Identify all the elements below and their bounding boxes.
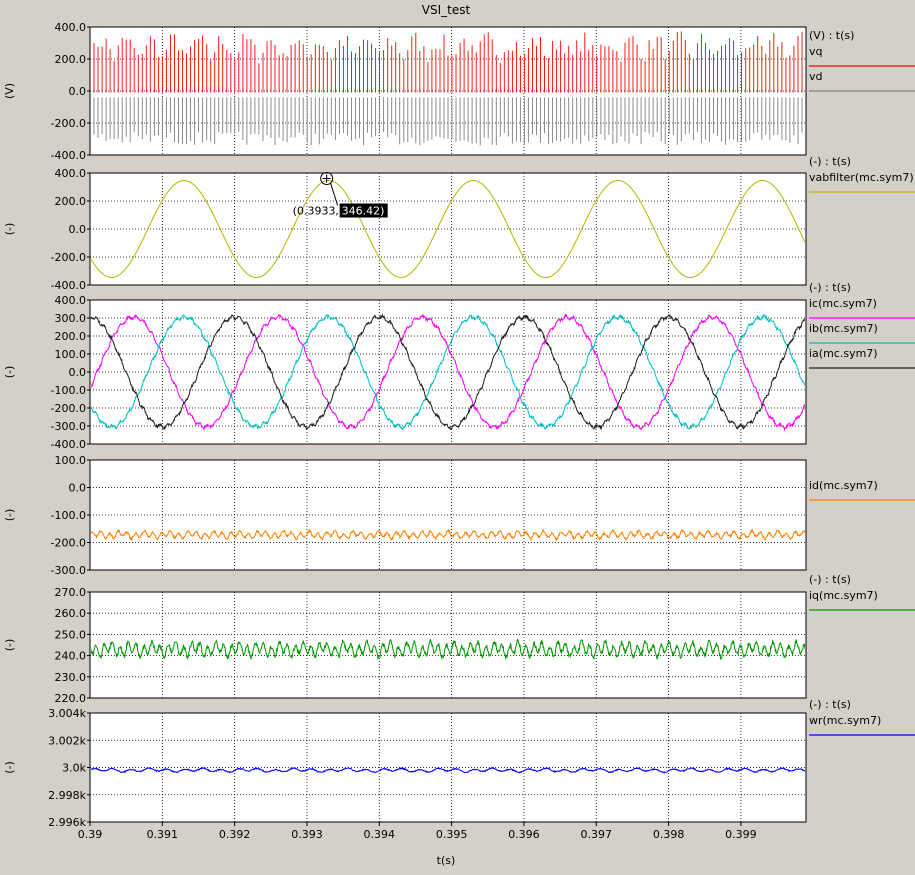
y-tick-label: 0.0: [69, 85, 87, 98]
y-tick-label: 260.0: [55, 607, 87, 620]
chart-panel-1: 400.0 200.0 0.0 -200.0 -400.0 (V) (V) : t(s) vq…: [3, 21, 915, 162]
y-tick-label: 200.0: [55, 53, 87, 66]
chart-panel-2: 400.0 200.0 0.0 -200.0 -400.0 (-) (-) : t(s) va…: [3, 155, 915, 292]
y-tick-label: -200.0: [51, 402, 86, 415]
series-line-iq(mc.sym7): [91, 638, 805, 661]
chart-panel-4: 100.0 0.0 -100.0 -200.0 -300.0 (-) id(mc.sym7): [3, 454, 915, 577]
legend-header: (-) : t(s): [809, 698, 851, 711]
series-line-wr(mc.sym7): [91, 766, 805, 774]
y-tick-label: 230.0: [55, 671, 87, 684]
y-tick-label: 0.0: [69, 482, 87, 495]
chart-panel-5: 270.0 260.0 250.0 240.0 230.0 220.0 (-) (-) : t…: [3, 573, 915, 705]
legend-entry-wr(mc.sym7): wr(mc.sym7): [809, 714, 881, 727]
series-group: [91, 528, 805, 542]
series-group: [91, 180, 805, 278]
chart-panel-6: 3.004k 3.002k 3.0k 2.998k 2.996k (-) (-) : t(s…: [3, 698, 915, 829]
y-tick-label: 0.0: [69, 366, 87, 379]
y-tick-label: -200.0: [51, 251, 86, 264]
y-tick-label: 3.002k: [48, 734, 86, 747]
y-tick-label: -400.0: [51, 438, 86, 451]
legend-header: (V) : t(s): [809, 29, 854, 42]
y-tick-label: 300.0: [55, 312, 87, 325]
chart-panel-3: 400.0 300.0 200.0 100.0 0.0 -100.0 -200.0 -300.…: [3, 281, 915, 451]
y-axis-label: (V): [3, 83, 16, 99]
data-cursor-annotation: (0.3933, 346.42): [293, 172, 388, 218]
series-group: [91, 766, 805, 774]
y-tick-label: -300.0: [51, 420, 86, 433]
x-axis-label: t(s): [437, 854, 456, 867]
legend-entry-ib(mc.sym7): ib(mc.sym7): [809, 322, 878, 335]
y-axis-label: (-): [3, 639, 16, 652]
x-tick-label: 0.39: [78, 828, 103, 841]
cursor-marker: [320, 172, 334, 186]
series-group: [91, 638, 805, 661]
legend-entry-vq: vq: [809, 45, 823, 58]
y-tick-label: 0.0: [69, 223, 87, 236]
series-line-ia(mc.sym7): [91, 313, 805, 431]
y-tick-label: 400.0: [55, 21, 87, 34]
legend-entry-vabfilter(mc.sym7): vabfilter(mc.sym7): [809, 171, 914, 184]
legend-entry-ia(mc.sym7): ia(mc.sym7): [809, 347, 878, 360]
x-tick-label: 0.398: [653, 828, 685, 841]
annotation-x-value: (0.3933,: [293, 205, 339, 218]
legend-entry-vd: vd: [809, 70, 823, 83]
series-group: [91, 313, 805, 432]
x-tick-label: 0.397: [581, 828, 613, 841]
y-tick-label: -400.0: [51, 149, 86, 162]
series-line-vd: [93, 97, 803, 146]
y-tick-label: 400.0: [55, 167, 87, 180]
y-axis-label: (-): [3, 509, 16, 522]
y-tick-label: 400.0: [55, 294, 87, 307]
y-axis-label: (-): [3, 366, 16, 379]
x-tick-label: 0.396: [508, 828, 540, 841]
y-tick-label: 100.0: [55, 454, 87, 467]
y-tick-label: -100.0: [51, 384, 86, 397]
x-tick-label: 0.395: [436, 828, 468, 841]
x-tick-label: 0.392: [219, 828, 251, 841]
y-tick-label: 200.0: [55, 195, 87, 208]
series-group: [93, 31, 803, 146]
legend-entry-iq(mc.sym7): iq(mc.sym7): [809, 589, 878, 602]
y-tick-label: 3.0k: [62, 762, 86, 775]
series-line-vabfilter(mc.sym7): [91, 180, 805, 278]
y-tick-label: 2.998k: [48, 789, 86, 802]
y-tick-label: 100.0: [55, 348, 87, 361]
y-tick-label: 2.996k: [48, 816, 86, 829]
y-tick-label: -200.0: [51, 117, 86, 130]
y-tick-label: 270.0: [55, 586, 87, 599]
legend-header: (-) : t(s): [809, 573, 851, 586]
y-tick-label: 200.0: [55, 330, 87, 343]
x-tick-label: 0.399: [725, 828, 757, 841]
legend-header: (-) : t(s): [809, 155, 851, 168]
y-tick-label: -100.0: [51, 509, 86, 522]
y-tick-label: -200.0: [51, 537, 86, 550]
x-tick-label: 0.391: [147, 828, 179, 841]
legend-header: (-) : t(s): [809, 281, 851, 294]
x-axis: 0.39 0.391 0.392 0.393 0.394 0.395 0.396 0.397 0…: [78, 822, 757, 841]
y-axis-label: (-): [3, 761, 16, 774]
window-title: VSI_test: [422, 3, 471, 17]
annotation-y-box: [339, 203, 388, 218]
x-tick-label: 0.394: [364, 828, 396, 841]
y-tick-label: 3.004k: [48, 707, 86, 720]
annotation-y-value: 346.42): [342, 205, 385, 218]
series-line-vq: [93, 31, 803, 93]
legend-entry-ic(mc.sym7): ic(mc.sym7): [809, 297, 877, 310]
series-line-id(mc.sym7): [91, 528, 805, 542]
y-tick-label: 220.0: [55, 692, 87, 705]
y-tick-label: 240.0: [55, 650, 87, 663]
y-tick-label: -300.0: [51, 564, 86, 577]
annotation-leader: [330, 183, 339, 206]
y-tick-label: -400.0: [51, 279, 86, 292]
y-tick-label: 250.0: [55, 628, 87, 641]
y-axis-label: (-): [3, 223, 16, 236]
series-line-ib(mc.sym7): [91, 313, 805, 431]
plot-area: [89, 459, 807, 571]
plot-panels: 400.0 200.0 0.0 -200.0 -400.0 (V) (V) : t(s) vq…: [3, 21, 915, 829]
legend-entry-id(mc.sym7): id(mc.sym7): [809, 479, 878, 492]
x-tick-label: 0.393: [291, 828, 323, 841]
